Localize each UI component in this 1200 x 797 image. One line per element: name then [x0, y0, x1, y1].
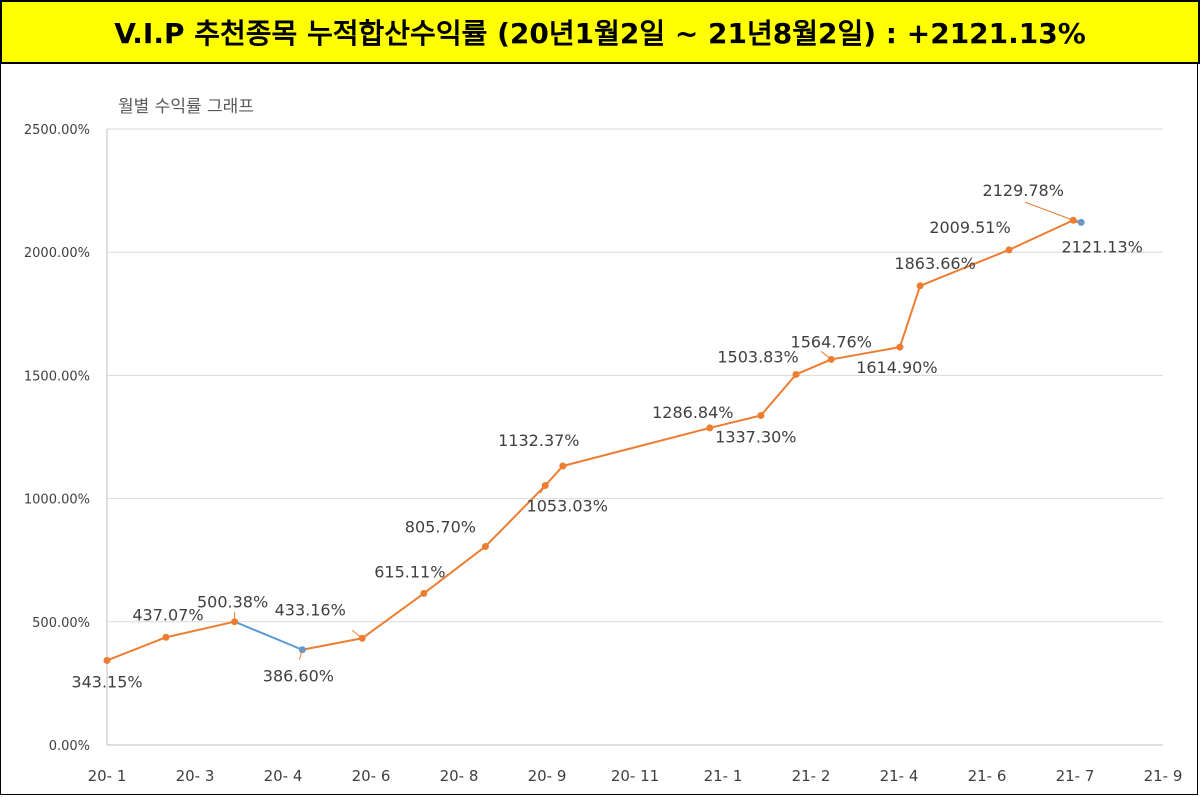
data-point: [559, 462, 567, 470]
data-label: 2129.78%: [983, 181, 1064, 200]
data-label: 1614.90%: [856, 358, 937, 377]
data-label: 386.60%: [263, 667, 334, 686]
data-point: [792, 370, 800, 378]
series-segment: [831, 346, 901, 361]
x-tick-label: 21- 9: [1144, 767, 1183, 785]
data-label: 1503.83%: [717, 347, 798, 366]
series-segment: [760, 373, 797, 417]
x-tick-label: 20- 9: [528, 767, 567, 785]
series-segment: [1008, 219, 1074, 251]
series-segment: [544, 465, 564, 487]
series-segment: [165, 620, 235, 639]
data-label: 1564.76%: [791, 332, 872, 351]
series-segment: [361, 592, 425, 640]
data-label: 615.11%: [374, 562, 445, 581]
data-label: 500.38%: [197, 593, 268, 612]
data-label: 1132.37%: [498, 431, 579, 450]
data-point: [1005, 246, 1013, 254]
data-label: 1053.03%: [527, 497, 608, 516]
series-segment: [423, 545, 487, 595]
series-segment: [562, 426, 711, 467]
data-label: 437.07%: [132, 605, 203, 624]
y-tick-label: 0.00%: [49, 739, 90, 754]
data-label: 1337.30%: [715, 427, 796, 446]
y-tick-label: 500.00%: [32, 616, 90, 631]
x-tick-label: 20- 3: [176, 767, 215, 785]
data-label: 805.70%: [405, 517, 476, 536]
series-segment: [302, 637, 363, 651]
data-label: 433.16%: [275, 600, 346, 619]
data-point: [103, 656, 111, 664]
series-segment: [484, 484, 546, 548]
page-title: V.I.P 추천종목 누적합산수익률 (20년1월2일 ~ 21년8월2일) :…: [114, 17, 1086, 50]
data-point: [162, 633, 170, 641]
series-segment: [919, 248, 1010, 287]
data-label: 343.15%: [71, 672, 142, 691]
label-leader-line: [820, 351, 832, 360]
series-segment: [795, 358, 832, 376]
series-segment: [898, 285, 922, 348]
x-tick-label: 21- 2: [792, 767, 831, 785]
label-leader-line: [539, 485, 546, 494]
x-tick-label: 20- 4: [264, 767, 303, 785]
data-point: [706, 424, 714, 432]
y-tick-label: 1500.00%: [24, 369, 90, 384]
data-label: 2121.13%: [1061, 237, 1142, 256]
data-point: [420, 589, 428, 597]
x-tick-label: 20- 11: [611, 767, 659, 785]
x-tick-label: 21- 6: [968, 767, 1007, 785]
x-tick-label: 21- 7: [1056, 767, 1095, 785]
data-point: [896, 343, 904, 351]
x-tick-label: 20- 8: [440, 767, 479, 785]
data-point: [757, 411, 765, 419]
label-leader-line: [351, 629, 363, 639]
data-label: 2009.51%: [929, 218, 1010, 237]
data-label: 1286.84%: [652, 403, 733, 422]
header-banner: V.I.P 추천종목 누적합산수익률 (20년1월2일 ~ 21년8월2일) :…: [0, 0, 1200, 64]
y-tick-label: 1000.00%: [24, 493, 90, 508]
x-tick-label: 20- 1: [88, 767, 127, 785]
data-point: [481, 542, 489, 550]
y-tick-label: 2000.00%: [24, 246, 90, 261]
x-tick-label: 20- 6: [352, 767, 391, 785]
x-tick-label: 21- 1: [704, 767, 743, 785]
chart-title: 월별 수익률 그래프: [118, 97, 254, 117]
series-segment: [234, 620, 303, 651]
data-point: [916, 282, 924, 290]
label-leader-line: [1025, 201, 1074, 221]
series-segment: [709, 414, 762, 429]
data-label: 1863.66%: [894, 254, 975, 273]
label-leader-line: [298, 649, 303, 660]
x-tick-label: 21- 4: [880, 767, 919, 785]
series-segment: [106, 636, 167, 662]
y-tick-label: 2500.00%: [24, 123, 90, 138]
